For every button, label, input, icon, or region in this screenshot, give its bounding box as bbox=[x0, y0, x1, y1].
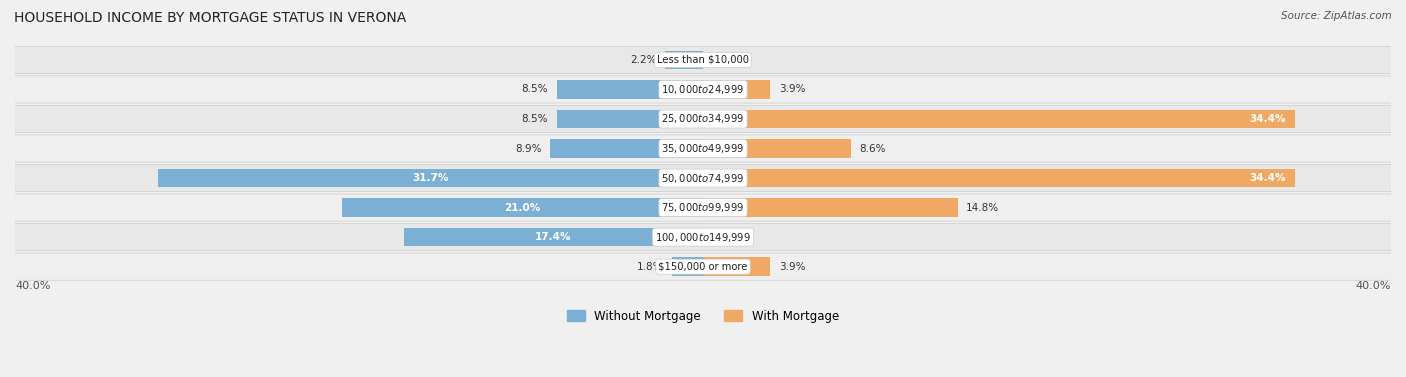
Text: 3.9%: 3.9% bbox=[779, 84, 806, 95]
Bar bbox=[703, 198, 957, 217]
Text: 8.5%: 8.5% bbox=[522, 84, 548, 95]
FancyBboxPatch shape bbox=[14, 253, 1392, 280]
Bar bbox=[703, 169, 1295, 187]
FancyBboxPatch shape bbox=[14, 135, 1392, 162]
Text: Source: ZipAtlas.com: Source: ZipAtlas.com bbox=[1281, 11, 1392, 21]
Text: 40.0%: 40.0% bbox=[15, 281, 51, 291]
FancyBboxPatch shape bbox=[14, 76, 1392, 103]
Text: 14.8%: 14.8% bbox=[966, 202, 1000, 213]
FancyBboxPatch shape bbox=[14, 194, 1392, 221]
Text: 34.4%: 34.4% bbox=[1250, 173, 1286, 183]
Text: HOUSEHOLD INCOME BY MORTGAGE STATUS IN VERONA: HOUSEHOLD INCOME BY MORTGAGE STATUS IN V… bbox=[14, 11, 406, 25]
Text: $35,000 to $49,999: $35,000 to $49,999 bbox=[661, 142, 745, 155]
FancyBboxPatch shape bbox=[14, 164, 1392, 192]
Bar bbox=[157, 169, 703, 187]
Bar bbox=[672, 257, 703, 276]
Text: $150,000 or more: $150,000 or more bbox=[658, 262, 748, 272]
Bar bbox=[703, 139, 851, 158]
Text: $100,000 to $149,999: $100,000 to $149,999 bbox=[655, 231, 751, 244]
Text: 21.0%: 21.0% bbox=[505, 202, 540, 213]
Bar bbox=[665, 51, 703, 69]
Text: 2.2%: 2.2% bbox=[630, 55, 657, 65]
Text: $50,000 to $74,999: $50,000 to $74,999 bbox=[661, 172, 745, 185]
Text: 31.7%: 31.7% bbox=[412, 173, 449, 183]
FancyBboxPatch shape bbox=[14, 46, 1392, 74]
Text: 8.9%: 8.9% bbox=[515, 144, 541, 153]
Text: $75,000 to $99,999: $75,000 to $99,999 bbox=[661, 201, 745, 214]
Text: 8.5%: 8.5% bbox=[522, 114, 548, 124]
Bar bbox=[703, 257, 770, 276]
Bar bbox=[342, 198, 703, 217]
Text: 8.6%: 8.6% bbox=[859, 144, 886, 153]
Text: 1.8%: 1.8% bbox=[637, 262, 664, 272]
Bar bbox=[557, 80, 703, 99]
Text: $25,000 to $34,999: $25,000 to $34,999 bbox=[661, 112, 745, 126]
Bar bbox=[703, 110, 1295, 128]
Text: Less than $10,000: Less than $10,000 bbox=[657, 55, 749, 65]
Text: $10,000 to $24,999: $10,000 to $24,999 bbox=[661, 83, 745, 96]
FancyBboxPatch shape bbox=[14, 224, 1392, 251]
Text: 17.4%: 17.4% bbox=[536, 232, 572, 242]
FancyBboxPatch shape bbox=[14, 106, 1392, 133]
Bar bbox=[703, 80, 770, 99]
Bar bbox=[404, 228, 703, 246]
Text: 40.0%: 40.0% bbox=[1355, 281, 1391, 291]
Bar bbox=[550, 139, 703, 158]
Text: 34.4%: 34.4% bbox=[1250, 114, 1286, 124]
Bar bbox=[557, 110, 703, 128]
Text: 3.9%: 3.9% bbox=[779, 262, 806, 272]
Legend: Without Mortgage, With Mortgage: Without Mortgage, With Mortgage bbox=[562, 305, 844, 328]
